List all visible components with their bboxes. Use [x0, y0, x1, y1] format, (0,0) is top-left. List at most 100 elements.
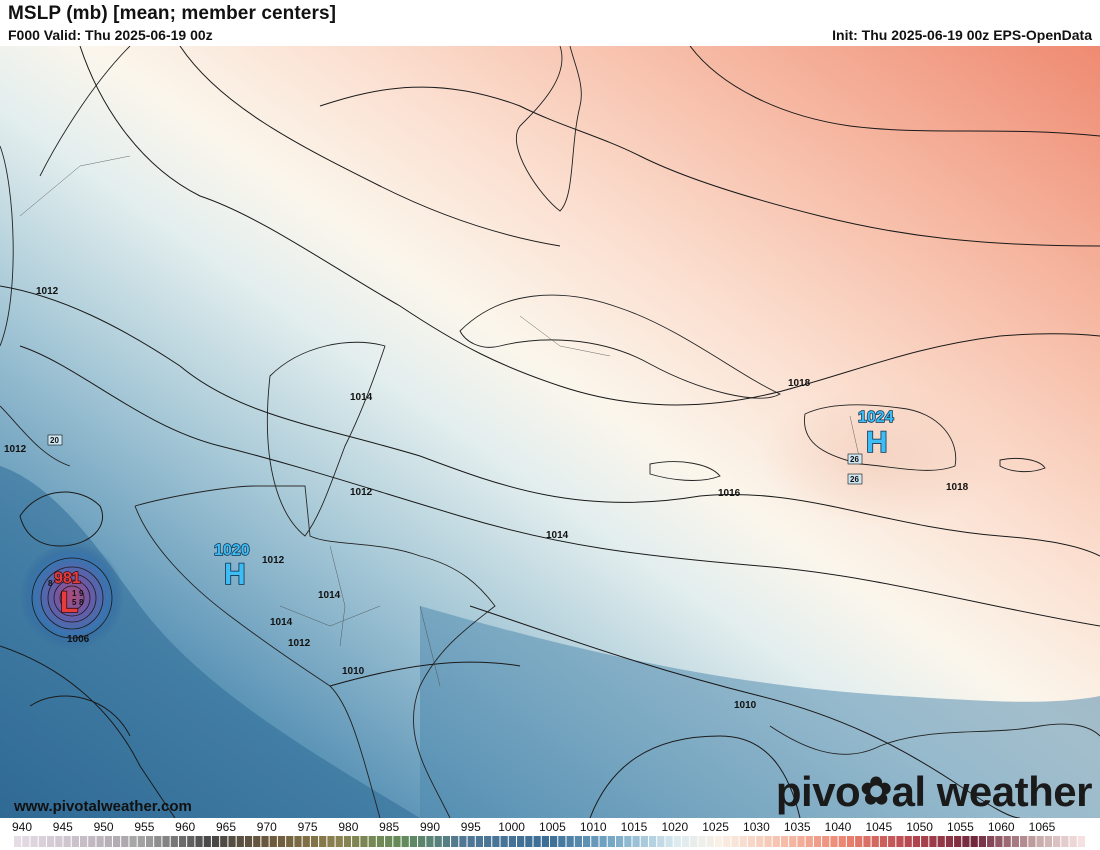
- colorbar-swatch: [830, 836, 838, 847]
- colorbar-swatch: [211, 836, 220, 847]
- colorbar-swatch: [731, 836, 739, 847]
- colorbar-swatch: [780, 836, 789, 847]
- colorbar-swatch: [954, 836, 962, 847]
- colorbar-swatch: [55, 836, 63, 847]
- colorbar-swatch: [698, 836, 706, 847]
- isobar-label: 1018: [946, 482, 969, 493]
- colorbar-swatch: [327, 836, 335, 847]
- colorbar-swatch: [805, 836, 813, 847]
- colorbar-swatch: [657, 836, 665, 847]
- colorbar-tick-label: 960: [175, 820, 195, 834]
- colorbar-swatch: [319, 836, 327, 847]
- member-label: 5: [72, 598, 77, 607]
- colorbar-tick-label: 1010: [580, 820, 607, 834]
- member-label: 26: [850, 455, 859, 464]
- colorbar-swatch: [376, 836, 385, 847]
- colorbar-tick-label: 1035: [784, 820, 811, 834]
- colorbar-swatch: [764, 836, 772, 847]
- colorbar-ticks: 940 945 950 955 960 965 970 975 980 985 990 995 1000…: [12, 820, 1056, 834]
- low-letter: L: [60, 586, 78, 619]
- low-isobar-rings: [31, 557, 113, 639]
- colorbar-swatch: [871, 836, 879, 847]
- colorbar-swatch: [813, 836, 822, 847]
- colorbar-swatch: [624, 836, 632, 847]
- colorbar-tick-label: 1055: [947, 820, 974, 834]
- colorbar-swatch: [582, 836, 591, 847]
- colorbar-swatch: [63, 836, 71, 847]
- colorbar-swatch: [492, 836, 500, 847]
- isobar-label: 1014: [318, 590, 341, 601]
- colorbar-swatch: [789, 836, 797, 847]
- brand-text-right: al weather: [891, 768, 1093, 815]
- colorbar-swatch: [451, 836, 459, 847]
- colorbar-tick-label: 990: [420, 820, 440, 834]
- high-value: 1020: [214, 542, 250, 559]
- isobar-label: 1012: [4, 444, 27, 455]
- south-blue-shading: [420, 606, 1100, 818]
- colorbar-swatch: [145, 836, 154, 847]
- colorbar-swatch: [104, 836, 112, 847]
- member-label: 1: [72, 589, 77, 598]
- colorbar-swatch: [978, 836, 987, 847]
- colorbar-swatch: [541, 836, 549, 847]
- colorbar-swatch: [714, 836, 723, 847]
- colorbar-swatch: [681, 836, 690, 847]
- colorbar-swatch: [723, 836, 731, 847]
- colorbar-swatch: [442, 836, 451, 847]
- colorbar-swatch: [459, 836, 467, 847]
- colorbar-swatch: [187, 836, 195, 847]
- colorbar-swatch: [673, 836, 681, 847]
- member-label: 9: [79, 589, 84, 598]
- init-time: Init: Thu 2025-06-19 00z EPS-OpenData: [832, 27, 1092, 43]
- colorbar-swatch: [1069, 836, 1077, 847]
- member-label: 20: [50, 436, 59, 445]
- colorbar-swatch: [38, 836, 46, 847]
- colorbar-tick-label: 945: [53, 820, 73, 834]
- colorbar-swatch: [846, 836, 855, 847]
- colorbar-swatch: [921, 836, 929, 847]
- colorbar-swatch: [690, 836, 698, 847]
- brand-logo: pivo✿al weather: [776, 768, 1093, 816]
- high-value: 1024: [858, 409, 894, 426]
- high-letter: H: [866, 426, 888, 459]
- colorbar-swatch: [822, 836, 830, 847]
- colorbar-swatches: [14, 836, 1085, 847]
- isobar-label: 1010: [734, 700, 757, 711]
- colorbar-swatch: [1061, 836, 1069, 847]
- colorbar-swatch: [508, 836, 517, 847]
- colorbar-tick-label: 1025: [702, 820, 729, 834]
- colorbar-swatch: [995, 836, 1003, 847]
- colorbar-swatch: [1077, 836, 1085, 847]
- colorbar-swatch: [385, 836, 393, 847]
- colorbar-swatch: [929, 836, 937, 847]
- colorbar-tick-label: 950: [94, 820, 114, 834]
- colorbar-tick-label: 1020: [661, 820, 688, 834]
- colorbar-swatch: [137, 836, 145, 847]
- colorbar-tick-label: 1005: [539, 820, 566, 834]
- colorbar-tick-label: 1045: [865, 820, 892, 834]
- colorbar-swatch: [739, 836, 747, 847]
- colorbar-tick-label: 940: [12, 820, 32, 834]
- colorbar-swatch: [970, 836, 978, 847]
- colorbar-swatch: [236, 836, 244, 847]
- high-hispaniola-shading: [760, 386, 1000, 526]
- colorbar-swatch: [343, 836, 352, 847]
- colorbar-tick-label: 1000: [498, 820, 525, 834]
- colorbar-swatch: [838, 836, 846, 847]
- colorbar-swatch: [253, 836, 261, 847]
- colorbar-swatch: [937, 836, 945, 847]
- isobar-label: 1014: [350, 392, 373, 403]
- isobar-label: 1014: [546, 530, 569, 541]
- colorbar-swatch: [96, 836, 104, 847]
- website-url: www.pivotalweather.com: [14, 798, 192, 815]
- colorbar-swatch: [706, 836, 714, 847]
- colorbar-tick-label: 965: [216, 820, 236, 834]
- colorbar-swatch: [500, 836, 508, 847]
- colorbar-swatch: [945, 836, 954, 847]
- colorbar-tick-label: 1040: [825, 820, 852, 834]
- colorbar-swatch: [1036, 836, 1044, 847]
- isobar-label: 1016: [718, 488, 741, 499]
- colorbar-swatch: [912, 836, 921, 847]
- colorbar-tick-label: 1050: [906, 820, 933, 834]
- colorbar-swatch: [640, 836, 648, 847]
